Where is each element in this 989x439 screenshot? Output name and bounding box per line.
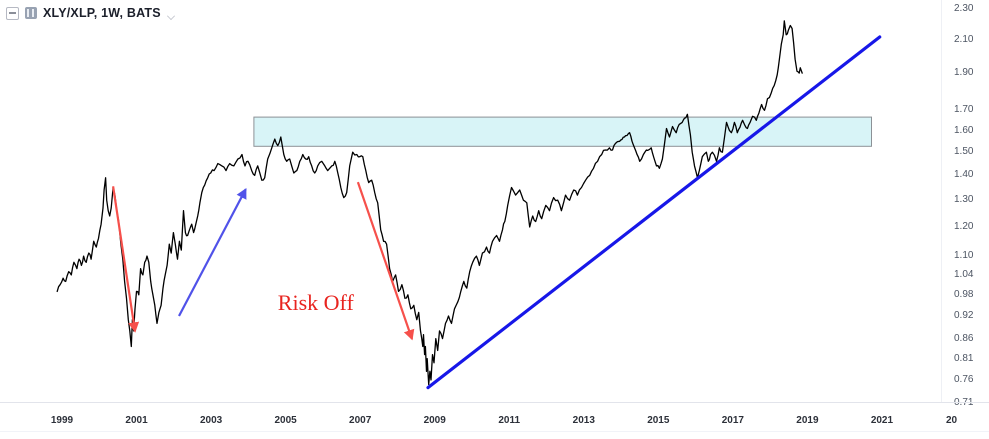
time-axis-label: 2019 bbox=[796, 415, 819, 426]
resistance-zone-rect[interactable] bbox=[253, 116, 872, 147]
time-axis[interactable]: 1999 2001 2003 2005 2007 2009 2011 2013 2015 2017… bbox=[0, 402, 989, 439]
symbol-title[interactable]: XLY/XLP, 1W, BATS bbox=[43, 6, 161, 20]
time-axis-label: 2005 bbox=[274, 415, 297, 426]
price-axis-label: 0.92 bbox=[954, 310, 974, 321]
price-axis-label: 1.10 bbox=[954, 250, 974, 262]
risk-off-arrow-2000[interactable] bbox=[112, 186, 140, 333]
recovery-arrow-2002[interactable] bbox=[178, 187, 247, 317]
chevron-down-icon[interactable] bbox=[167, 10, 176, 19]
time-axis-label: 2017 bbox=[721, 415, 744, 426]
time-axis-label: 2001 bbox=[125, 415, 148, 426]
price-axis-label: 1.70 bbox=[954, 104, 974, 116]
price-axis-label: 1.20 bbox=[954, 221, 974, 232]
price-axis-label: 2.10 bbox=[954, 33, 974, 45]
time-axis-label: 2003 bbox=[199, 415, 223, 426]
time-axis-label: 2009 bbox=[423, 415, 446, 426]
chart-style-bars-icon[interactable] bbox=[25, 7, 37, 19]
price-axis-label: 1.30 bbox=[954, 194, 974, 206]
price-axis-label: 2.30 bbox=[954, 3, 974, 15]
price-line[interactable] bbox=[56, 20, 803, 386]
risk-off-arrow-2008[interactable] bbox=[356, 181, 415, 341]
price-axis-label: 0.98 bbox=[954, 288, 974, 300]
price-axis-label: 0.86 bbox=[954, 332, 974, 344]
price-axis[interactable]: 2.30 2.10 1.90 1.70 1.60 1.50 1.40 1.30 1.20 1.10… bbox=[941, 0, 989, 408]
support-trendline[interactable] bbox=[426, 35, 882, 390]
minus-icon bbox=[9, 12, 16, 14]
time-axis-label: 2021 bbox=[870, 415, 894, 426]
time-axis-label: 2013 bbox=[572, 415, 595, 426]
time-axis-label: 2007 bbox=[349, 415, 372, 426]
price-chart-canvas[interactable] bbox=[0, 0, 989, 402]
price-axis-label: 1.04 bbox=[954, 268, 974, 280]
price-axis-label: 1.90 bbox=[954, 67, 974, 79]
price-axis-label: 0.76 bbox=[954, 374, 974, 385]
time-axis-label: 1999 bbox=[50, 415, 74, 426]
time-axis-label: 2015 bbox=[647, 415, 670, 426]
risk-off-annotation[interactable]: Risk Off bbox=[277, 290, 354, 316]
price-axis-label: 1.60 bbox=[954, 124, 974, 136]
symbol-legend: XLY/XLP, 1W, BATS bbox=[6, 4, 176, 22]
axis-bottom-rule bbox=[0, 431, 989, 432]
time-axis-label-partial: 20 bbox=[946, 415, 958, 426]
price-axis-label: 1.40 bbox=[954, 169, 974, 181]
price-axis-label: 1.50 bbox=[954, 146, 974, 158]
price-axis-label: 0.81 bbox=[954, 352, 974, 364]
price-pane[interactable]: Risk Off bbox=[0, 0, 989, 402]
collapse-legend-button[interactable] bbox=[6, 6, 19, 20]
time-axis-label: 2011 bbox=[498, 415, 521, 426]
